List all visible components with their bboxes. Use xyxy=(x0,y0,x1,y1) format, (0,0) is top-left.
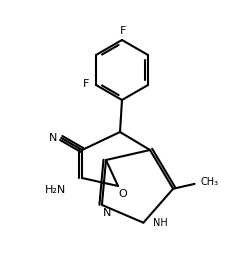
Text: N: N xyxy=(49,133,57,143)
Text: N: N xyxy=(102,208,111,218)
Text: F: F xyxy=(119,26,126,36)
Text: NH: NH xyxy=(153,218,167,228)
Text: O: O xyxy=(118,189,127,199)
Text: F: F xyxy=(83,79,89,89)
Text: H₂N: H₂N xyxy=(45,185,66,194)
Text: CH₃: CH₃ xyxy=(200,177,218,187)
